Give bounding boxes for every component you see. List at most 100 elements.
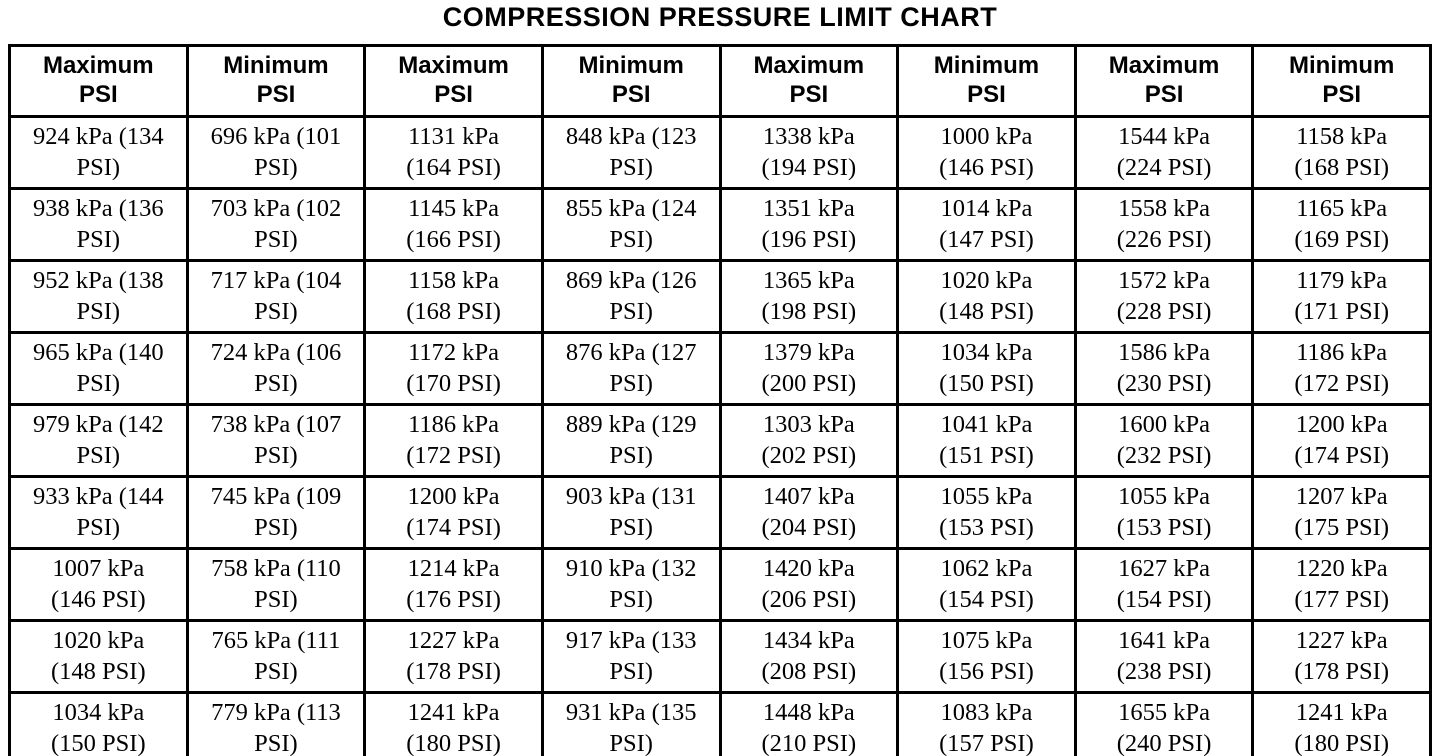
cell-line: Minimum [933, 52, 1040, 80]
table-cell: 979 kPa (142 PSI) [8, 403, 189, 478]
table-row: 938 kPa (136 PSI) 703 kPa (102 PSI) 1145 kPa… [8, 187, 1432, 262]
cell-line: 1207 kPa [1295, 482, 1388, 510]
table-cell: 738 kPa (107 PSI) [185, 403, 367, 478]
table-cell: 1572 kPa (228 PSI) [1073, 259, 1255, 334]
cell-line: (224 PSI) [1116, 153, 1212, 181]
cell-line: (180 PSI) [406, 729, 501, 756]
table-cell: 717 kPa (104 PSI) [185, 259, 367, 334]
cell-line: PSI) [609, 513, 653, 541]
cell-line: (175 PSI) [1294, 513, 1389, 541]
table-cell: 1020 kPa (148 PSI) [8, 619, 189, 694]
table-cell: 1448 kPa (210 PSI) [718, 691, 900, 756]
table-cell: 910 kPa (132 PSI) [540, 547, 722, 622]
cell-line: (172 PSI) [1294, 369, 1389, 397]
cell-line: (172 PSI) [406, 441, 501, 469]
cell-line: 1000 kPa [940, 122, 1033, 150]
table-cell: 1172 kPa (170 PSI) [363, 331, 544, 406]
cell-line: 1241 kPa [407, 698, 500, 726]
cell-line: 889 kPa (129 [565, 410, 697, 438]
cell-line: 1655 kPa [1118, 698, 1210, 726]
cell-line: 1062 kPa [940, 554, 1033, 582]
cell-line: (166 PSI) [406, 225, 501, 253]
cell-line: PSI) [609, 297, 653, 325]
cell-line: PSI) [76, 297, 121, 325]
cell-line: PSI) [254, 441, 298, 469]
cell-line: 1586 kPa [1118, 338, 1210, 366]
cell-line: (146 PSI) [51, 585, 146, 613]
table-cell: 1165 kPa (169 PSI) [1251, 187, 1432, 262]
cell-line: PSI) [254, 369, 298, 397]
pressure-table: Maximum PSI Minimum PSI Maximum PSI Minimum PSI… [8, 44, 1432, 756]
cell-line: (153 PSI) [1116, 513, 1212, 541]
cell-line: PSI) [609, 369, 653, 397]
table-cell: 779 kPa (113 PSI) [185, 691, 367, 756]
cell-line: 1075 kPa [940, 626, 1033, 654]
cell-line: (232 PSI) [1116, 441, 1212, 469]
table-cell: 876 kPa (127 PSI) [540, 331, 722, 406]
table-cell: 952 kPa (138 PSI) [8, 259, 189, 334]
cell-line: (226 PSI) [1116, 225, 1212, 253]
table-cell: 1062 kPa (154 PSI) [896, 547, 1077, 622]
cell-line: (171 PSI) [1294, 297, 1389, 325]
table-cell: 855 kPa (124 PSI) [540, 187, 722, 262]
table-cell: 1558 kPa (226 PSI) [1073, 187, 1255, 262]
cell-line: 1544 kPa [1118, 122, 1210, 150]
table-cell: 1407 kPa (204 PSI) [718, 475, 900, 550]
cell-line: 738 kPa (107 [210, 410, 342, 438]
table-cell: 1600 kPa (232 PSI) [1073, 403, 1255, 478]
cell-line: 1641 kPa [1118, 626, 1210, 654]
cell-line: PSI) [609, 441, 653, 469]
header-cell: Maximum PSI [363, 44, 544, 118]
cell-line: 1227 kPa [407, 626, 500, 654]
table-cell: 1020 kPa (148 PSI) [896, 259, 1077, 334]
cell-line: (169 PSI) [1294, 225, 1389, 253]
cell-line: 1041 kPa [940, 410, 1033, 438]
table-cell: 1000 kPa (146 PSI) [896, 115, 1077, 190]
cell-line: (200 PSI) [761, 369, 857, 397]
cell-line: (194 PSI) [761, 153, 857, 181]
cell-line: 1179 kPa [1296, 266, 1388, 294]
cell-line: (228 PSI) [1116, 297, 1212, 325]
cell-line: 1420 kPa [762, 554, 855, 582]
table-cell: 1145 kPa (166 PSI) [363, 187, 544, 262]
cell-line: 1227 kPa [1295, 626, 1388, 654]
table-cell: 1179 kPa (171 PSI) [1251, 259, 1432, 334]
cell-line: Maximum [42, 52, 154, 80]
table-cell: 1434 kPa (208 PSI) [718, 619, 900, 694]
header-cell: Maximum PSI [718, 44, 900, 118]
cell-line: 952 kPa (138 [32, 266, 164, 294]
cell-line: 1083 kPa [940, 698, 1033, 726]
cell-line: (180 PSI) [1294, 729, 1389, 756]
table-cell: 1227 kPa (178 PSI) [1251, 619, 1432, 694]
table-row: 1034 kPa (150 PSI) 779 kPa (113 PSI) 1241 kP… [8, 691, 1432, 756]
header-cell: Maximum PSI [8, 44, 189, 118]
cell-line: 765 kPa (111 [211, 626, 341, 654]
table-cell: 1083 kPa (157 PSI) [896, 691, 1077, 756]
table-cell: 1007 kPa (146 PSI) [8, 547, 189, 622]
table-cell: 1186 kPa (172 PSI) [363, 403, 544, 478]
table-header: Maximum PSI Minimum PSI Maximum PSI Minimum PSI… [8, 44, 1432, 118]
cell-line: 1014 kPa [940, 194, 1033, 222]
cell-line: PSI [967, 81, 1006, 108]
cell-line: 696 kPa (101 [210, 122, 342, 150]
cell-line: 1172 kPa [408, 338, 500, 366]
table-cell: 938 kPa (136 PSI) [8, 187, 189, 262]
cell-line: PSI) [609, 153, 653, 181]
table-cell: 869 kPa (126 PSI) [540, 259, 722, 334]
cell-line: Maximum [1108, 52, 1220, 80]
header-cell: Maximum PSI [1073, 44, 1255, 118]
cell-line: 1055 kPa [940, 482, 1033, 510]
page-title: COMPRESSION PRESSURE LIMIT CHART [442, 2, 998, 32]
table-cell: 1241 kPa (180 PSI) [1251, 691, 1432, 756]
cell-line: 1220 kPa [1295, 554, 1388, 582]
table-cell: 1544 kPa (224 PSI) [1073, 115, 1255, 190]
cell-line: 717 kPa (104 [210, 266, 342, 294]
cell-line: (240 PSI) [1116, 729, 1212, 756]
table-cell: 1014 kPa (147 PSI) [896, 187, 1077, 262]
cell-line: PSI) [76, 225, 121, 253]
cell-line: Minimum [578, 52, 684, 80]
cell-line: 1055 kPa [1118, 482, 1210, 510]
cell-line: 1627 kPa [1118, 554, 1210, 582]
table-cell: 1041 kPa (151 PSI) [896, 403, 1077, 478]
cell-line: 1165 kPa [1296, 194, 1388, 222]
